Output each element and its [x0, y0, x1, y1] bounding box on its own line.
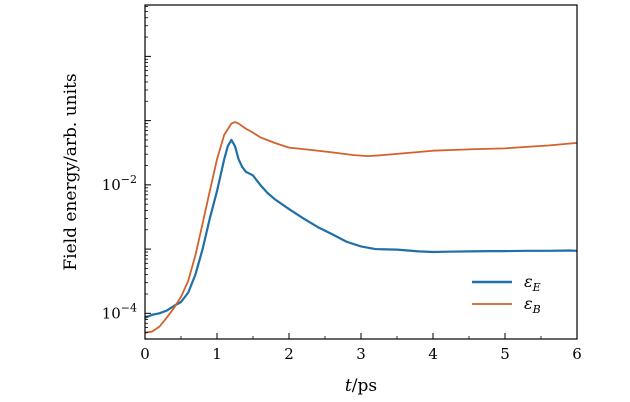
- legend-label-1: εB: [524, 294, 541, 316]
- x-tick-label-4: 4: [428, 345, 438, 363]
- series-line-1: [144, 121, 578, 334]
- x-tick-label-6: 6: [572, 345, 582, 363]
- x-tick-label-5: 5: [500, 345, 510, 363]
- x-axis: 0 1 2 3 4 5 6: [140, 333, 582, 363]
- y-axis: 10−4 10−2: [102, 6, 151, 340]
- x-axis-label-var: t: [345, 376, 352, 396]
- y-axis-label: Field energy/arb. units: [61, 73, 81, 270]
- x-axis-label-unit: /ps: [352, 376, 377, 396]
- legend-label-0: εE: [524, 272, 541, 294]
- y-tick-label-0: 10−4: [102, 301, 137, 322]
- series-layer: [144, 121, 578, 334]
- series-line-0: [144, 138, 578, 319]
- x-tick-label-1: 1: [212, 345, 222, 363]
- x-tick-label-3: 3: [356, 345, 366, 363]
- x-tick-label-2: 2: [284, 345, 294, 363]
- y-tick-label-1: 10−2: [102, 173, 137, 194]
- x-axis-label: t/ps: [345, 376, 377, 396]
- x-tick-label-0: 0: [140, 345, 150, 363]
- plot-frame: [144, 4, 578, 340]
